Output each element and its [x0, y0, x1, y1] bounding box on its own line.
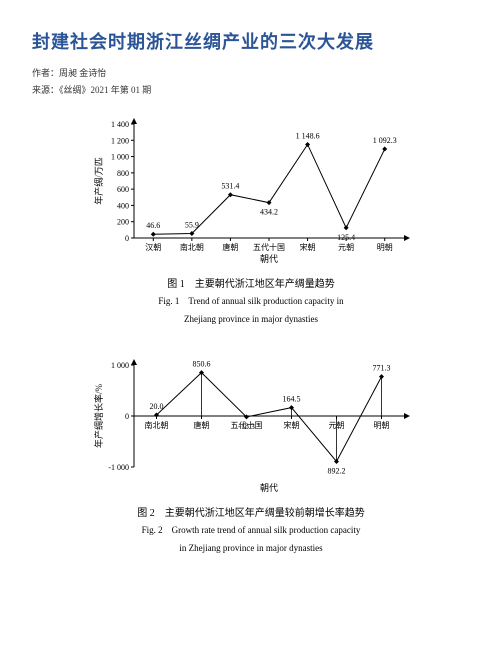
svg-text:892.2: 892.2 [328, 466, 346, 475]
figure-1-chart: 0 200 400 600 800 1 000 1 200 1 400 年产绸/万匹汉朝 南北朝 唐… [86, 114, 416, 264]
svg-text:朝代: 朝代 [260, 483, 278, 493]
svg-text:五代十国: 五代十国 [253, 242, 285, 252]
svg-text:南北朝: 南北朝 [180, 242, 204, 252]
svg-text:55.9: 55.9 [185, 220, 199, 229]
svg-text:200: 200 [117, 218, 129, 227]
figure-1: 0 200 400 600 800 1 000 1 200 1 400 年产绸/万匹汉朝 南北朝 唐… [32, 114, 470, 327]
svg-text:850.6: 850.6 [193, 359, 211, 368]
svg-text:宋朝: 宋朝 [284, 420, 300, 430]
svg-text:46.6: 46.6 [146, 221, 160, 230]
author-line: 作者：周昶 金诗怡 [32, 66, 470, 79]
svg-text:125.4: 125.4 [337, 233, 355, 242]
svg-text:年产绸增长率/%: 年产绸增长率/% [93, 383, 104, 448]
svg-text:南北朝: 南北朝 [145, 420, 169, 430]
source-line: 来源：《丝绸》2021 年第 01 期 [32, 83, 470, 96]
svg-text:20.0: 20.0 [150, 402, 164, 411]
figure-2-caption-zh: 图 2 主要朝代浙江地区年产绸量较前朝增长率趋势 [32, 504, 470, 519]
figure-2: -1 00001 000年产绸增长率/%南北朝唐朝五代十国宋朝元朝明朝朝代20.… [32, 353, 470, 556]
figure-2-chart: -1 00001 000年产绸增长率/%南北朝唐朝五代十国宋朝元朝明朝朝代20.… [86, 353, 416, 493]
figure-1-caption-zh: 图 1 主要朝代浙江地区年产绸量趋势 [32, 275, 470, 290]
svg-text:1 400: 1 400 [111, 120, 129, 129]
svg-text:0: 0 [125, 234, 129, 243]
svg-text:宋朝: 宋朝 [300, 242, 316, 252]
figure-2-caption-en-2: in Zhejiang province in major dynasties [32, 541, 470, 555]
figure-1-chart-wrap: 0 200 400 600 800 1 000 1 200 1 400 年产绸/万匹汉朝 南北朝 唐… [86, 114, 416, 264]
figure-2-caption-en-1: Fig. 2 Growth rate trend of annual silk … [32, 523, 470, 537]
page-title: 封建社会时期浙江丝绸产业的三次大发展 [32, 28, 470, 54]
svg-text:164.5: 164.5 [283, 394, 301, 403]
svg-text:771.3: 771.3 [373, 363, 391, 372]
svg-text:1 148.6: 1 148.6 [296, 131, 320, 140]
svg-text:朝代: 朝代 [260, 254, 278, 264]
svg-text:唐朝: 唐朝 [194, 420, 210, 430]
figure-2-chart-wrap: -1 00001 000年产绸增长率/%南北朝唐朝五代十国宋朝元朝明朝朝代20.… [86, 353, 416, 493]
svg-text:0: 0 [125, 412, 129, 421]
svg-text:800: 800 [117, 169, 129, 178]
svg-text:1 000: 1 000 [111, 153, 129, 162]
svg-text:600: 600 [117, 185, 129, 194]
svg-text:元朝: 元朝 [338, 243, 354, 252]
svg-text:1 092.3: 1 092.3 [373, 136, 397, 145]
svg-text:唐朝: 唐朝 [222, 242, 238, 252]
svg-text:1 200: 1 200 [111, 136, 129, 145]
svg-text:汉朝: 汉朝 [145, 243, 161, 252]
svg-text:年产绸/万匹: 年产绸/万匹 [93, 157, 104, 205]
svg-text:-18.3: -18.3 [238, 422, 255, 431]
svg-text:531.4: 531.4 [221, 182, 239, 191]
svg-text:明朝: 明朝 [374, 421, 390, 430]
figure-1-caption-en-1: Fig. 1 Trend of annual silk production c… [32, 294, 470, 308]
svg-text:-1 000: -1 000 [108, 463, 129, 472]
svg-text:400: 400 [117, 201, 129, 210]
svg-text:434.2: 434.2 [260, 208, 278, 217]
svg-text:1 000: 1 000 [111, 361, 129, 370]
svg-text:明朝: 明朝 [377, 243, 393, 252]
figure-1-caption-en-2: Zhejiang province in major dynasties [32, 312, 470, 326]
